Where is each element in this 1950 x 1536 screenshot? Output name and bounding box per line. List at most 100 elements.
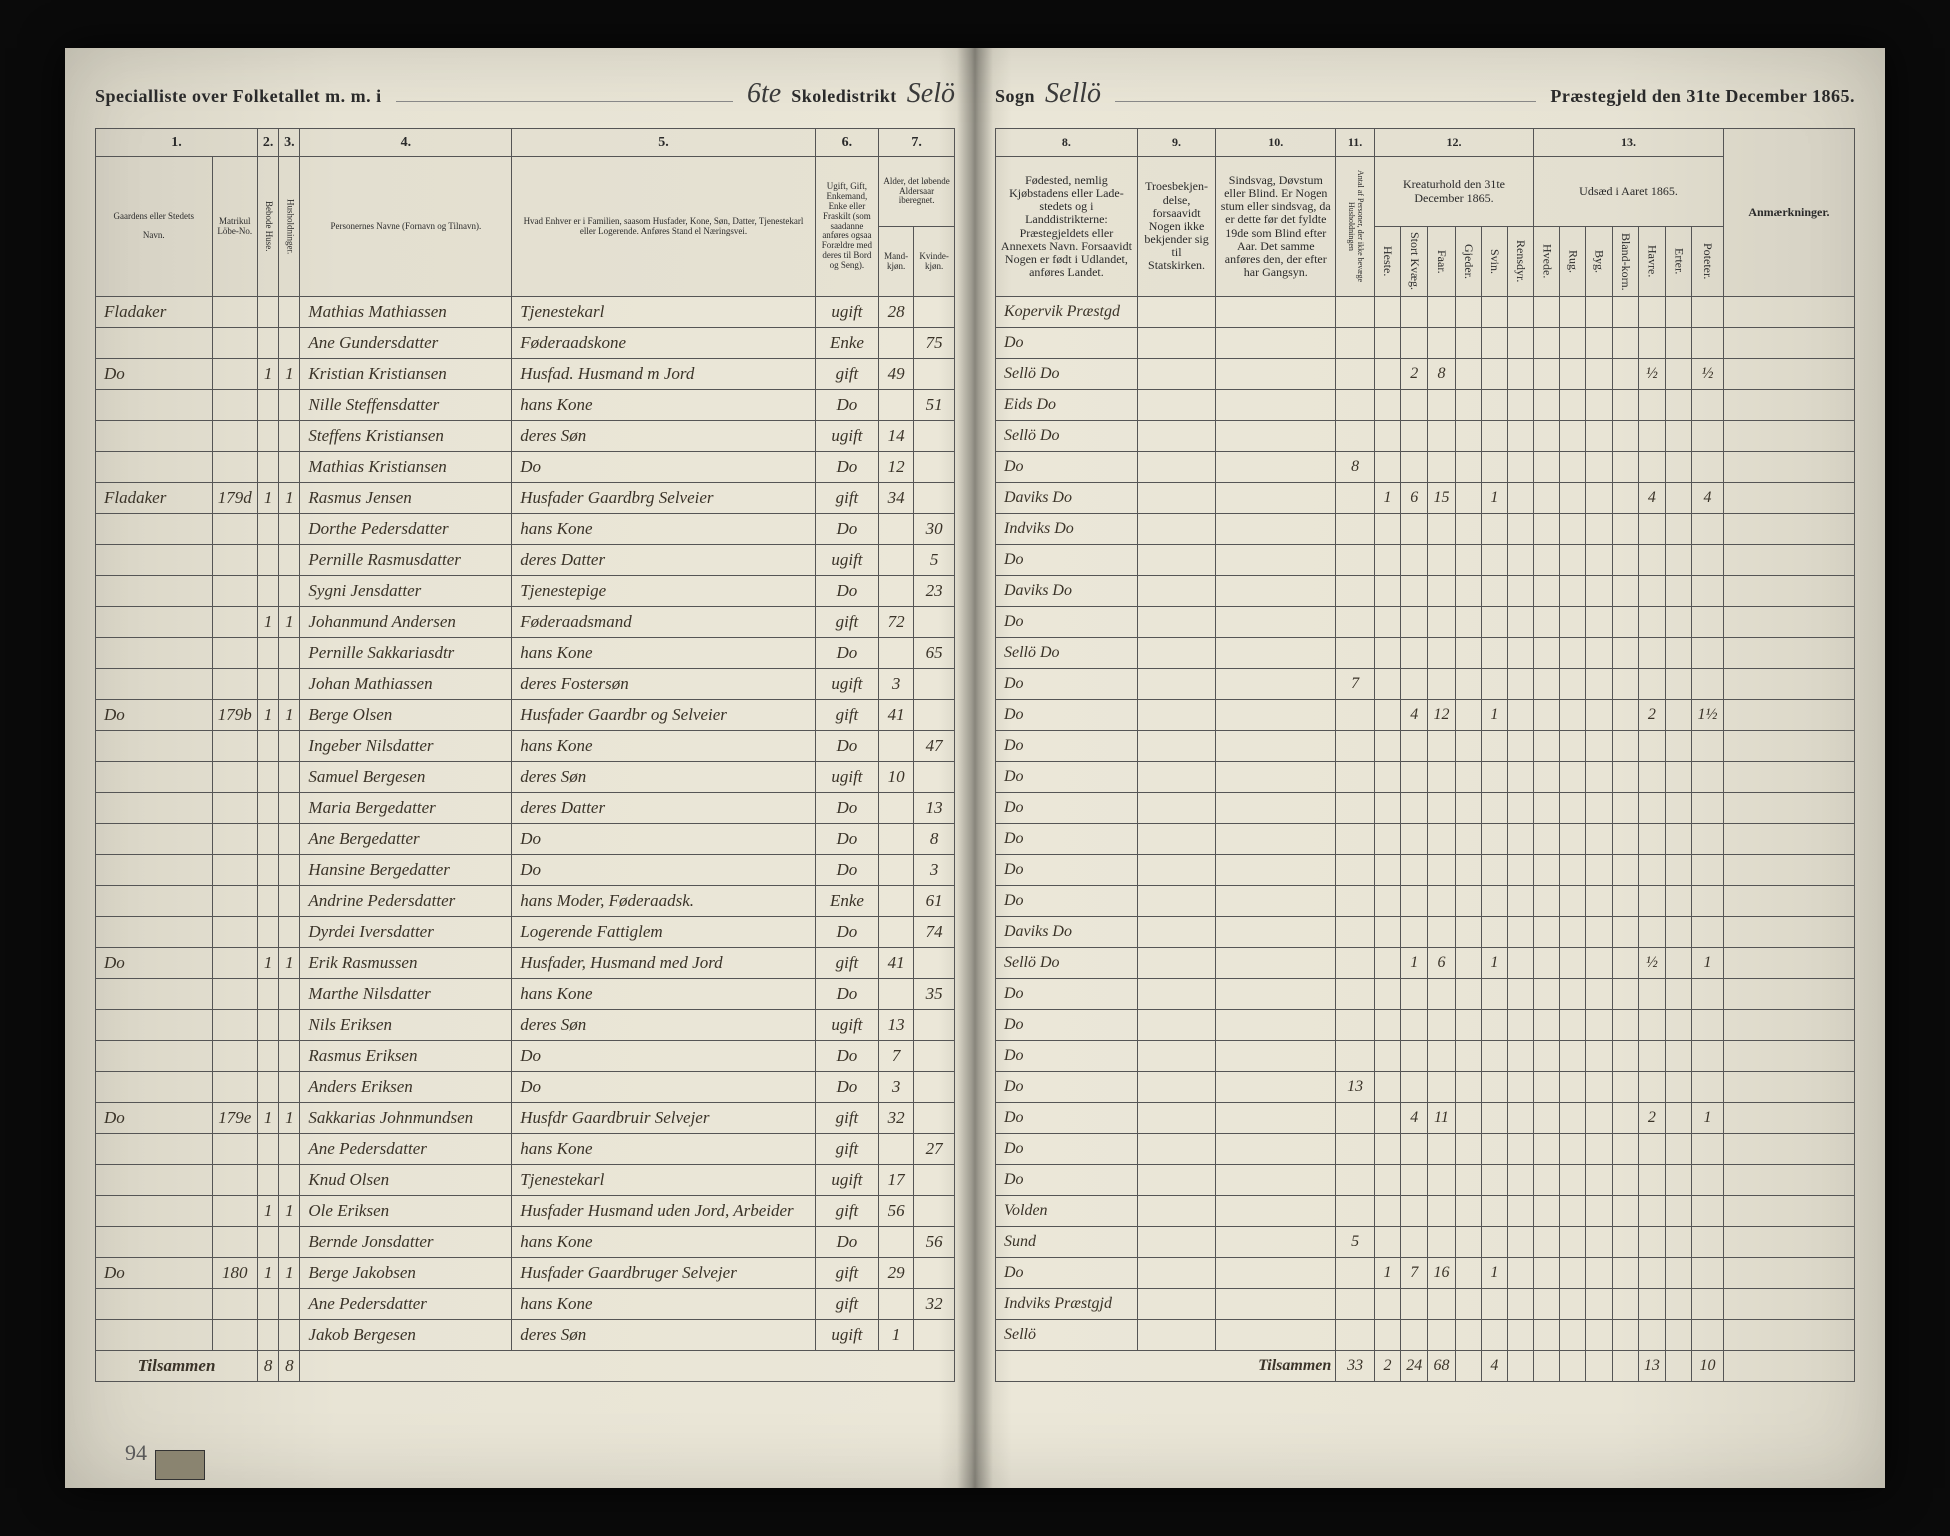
cell-mk xyxy=(879,514,914,545)
cell-bland xyxy=(1612,855,1638,886)
cell-rug xyxy=(1560,1196,1586,1227)
ledger-book: Specialliste over Folketallet m. m. i 6t… xyxy=(65,48,1885,1488)
cell-personer xyxy=(1336,1289,1375,1320)
cell-mk: 41 xyxy=(879,948,914,979)
cell-byg xyxy=(1586,1258,1612,1289)
cell-mk: 14 xyxy=(879,421,914,452)
cell-navn: Marthe Nilsdatter xyxy=(300,979,512,1010)
cell-hvede xyxy=(1534,886,1560,917)
cell-tro xyxy=(1137,607,1215,638)
cell-matrikul xyxy=(212,638,258,669)
cell-heste xyxy=(1374,421,1400,452)
cell-svin xyxy=(1481,669,1507,700)
cell-sind xyxy=(1216,1227,1336,1258)
cell-sind xyxy=(1216,762,1336,793)
cell-heste xyxy=(1374,452,1400,483)
cell-mk xyxy=(879,824,914,855)
page-tab xyxy=(155,1450,205,1480)
cell-faar xyxy=(1428,1041,1455,1072)
cell-navn: Nille Steffensdatter xyxy=(300,390,512,421)
cell-havre xyxy=(1638,390,1665,421)
cell-heste xyxy=(1374,1165,1400,1196)
cell-poteter xyxy=(1692,1072,1724,1103)
cell-hushold xyxy=(279,979,300,1010)
table-row: Dorthe Pedersdatterhans KoneDo30 xyxy=(96,514,955,545)
cell-gaard xyxy=(96,1072,213,1103)
cell-svin xyxy=(1481,731,1507,762)
tot-h2: 24 xyxy=(1401,1351,1428,1382)
cell-huse: 1 xyxy=(258,359,279,390)
tot-u3 xyxy=(1586,1351,1612,1382)
sub-rensdyr: Rensdyr. xyxy=(1507,227,1533,297)
sub-byg: Byg. xyxy=(1586,227,1612,297)
cell-kk xyxy=(914,297,955,328)
cell-anm xyxy=(1723,1196,1854,1227)
cell-erter xyxy=(1666,514,1692,545)
cell-svin xyxy=(1481,886,1507,917)
cell-faar: 11 xyxy=(1428,1103,1455,1134)
cell-bland xyxy=(1612,979,1638,1010)
cell-havre: 2 xyxy=(1638,1103,1665,1134)
cell-hvede xyxy=(1534,576,1560,607)
cell-gaard xyxy=(96,762,213,793)
cell-poteter: 1 xyxy=(1692,948,1724,979)
cell-navn: Hansine Bergedatter xyxy=(300,855,512,886)
cell-matrikul xyxy=(212,948,258,979)
cell-byg xyxy=(1586,545,1612,576)
cell-matrikul xyxy=(212,1010,258,1041)
cell-byg xyxy=(1586,359,1612,390)
cell-stand: Do xyxy=(815,917,879,948)
cell-faar xyxy=(1428,1134,1455,1165)
cell-navn: Samuel Bergesen xyxy=(300,762,512,793)
cell-sind xyxy=(1216,1072,1336,1103)
cell-tro xyxy=(1137,421,1215,452)
cell-gjeder xyxy=(1455,576,1481,607)
cell-erter xyxy=(1666,669,1692,700)
cell-hushold: 1 xyxy=(279,1258,300,1289)
cell-havre xyxy=(1638,1258,1665,1289)
cell-svin xyxy=(1481,390,1507,421)
cell-bland xyxy=(1612,948,1638,979)
cell-bland xyxy=(1612,1103,1638,1134)
cell-navn: Ole Eriksen xyxy=(300,1196,512,1227)
cell-byg xyxy=(1586,514,1612,545)
cell-faar xyxy=(1428,452,1455,483)
cell-anm xyxy=(1723,669,1854,700)
cell-byg xyxy=(1586,700,1612,731)
cell-matrikul xyxy=(212,979,258,1010)
cell-navn: Ane Pedersdatter xyxy=(300,1134,512,1165)
cell-fodested: Do xyxy=(996,979,1138,1010)
cell-havre: ½ xyxy=(1638,948,1665,979)
cell-rug xyxy=(1560,328,1586,359)
cell-heste xyxy=(1374,1103,1400,1134)
cell-gaard xyxy=(96,1134,213,1165)
cell-bland xyxy=(1612,328,1638,359)
cell-anm xyxy=(1723,1041,1854,1072)
cell-familie: Husfader Gaardbruger Selvejer xyxy=(512,1258,815,1289)
cell-personer xyxy=(1336,545,1375,576)
cell-hvede xyxy=(1534,1134,1560,1165)
cell-familie: deres Søn xyxy=(512,1010,815,1041)
cell-matrikul xyxy=(212,855,258,886)
cell-personer xyxy=(1336,700,1375,731)
cell-hushold xyxy=(279,793,300,824)
cell-huse xyxy=(258,793,279,824)
cell-heste xyxy=(1374,1289,1400,1320)
cell-havre xyxy=(1638,886,1665,917)
cell-stand: gift xyxy=(815,1134,879,1165)
cell-rensdyr xyxy=(1507,1103,1533,1134)
cell-hvede xyxy=(1534,545,1560,576)
cell-sind xyxy=(1216,1103,1336,1134)
cell-svin xyxy=(1481,855,1507,886)
cell-tro xyxy=(1137,638,1215,669)
cell-gaard: Fladaker xyxy=(96,297,213,328)
cell-gaard: Do xyxy=(96,1258,213,1289)
cell-bland xyxy=(1612,1258,1638,1289)
cell-gaard xyxy=(96,731,213,762)
sub-faar: Faar. xyxy=(1428,227,1455,297)
cell-fodested: Do xyxy=(996,731,1138,762)
cell-kvag xyxy=(1401,1072,1428,1103)
cell-stand: ugift xyxy=(815,1010,879,1041)
cell-personer xyxy=(1336,359,1375,390)
cell-rensdyr xyxy=(1507,359,1533,390)
